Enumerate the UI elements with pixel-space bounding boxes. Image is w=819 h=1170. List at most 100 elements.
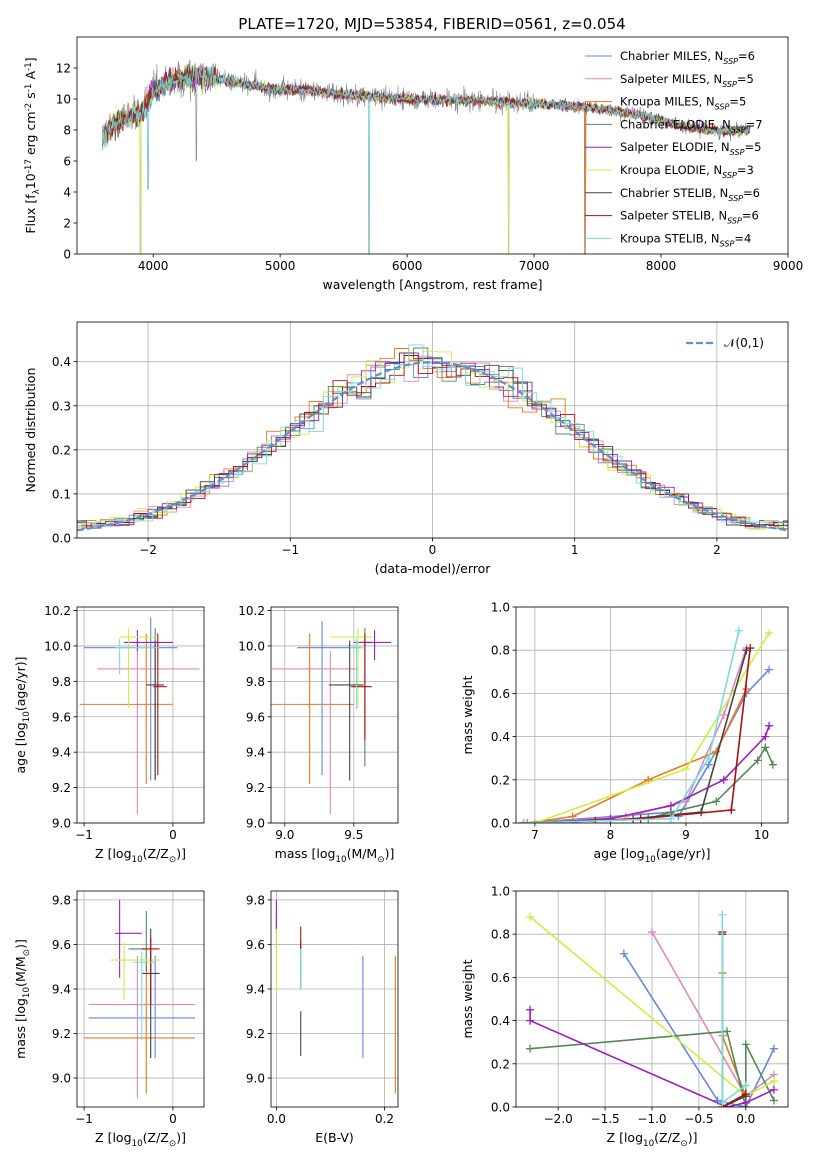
x-tick-label: 0	[429, 543, 437, 557]
x-tick-label: 9000	[773, 259, 804, 273]
y-tick-label: 0.4	[52, 355, 71, 369]
mass-weight-line-8	[721, 932, 747, 1107]
mass-weight-marker	[741, 1040, 750, 1049]
x-tick-label: 7000	[519, 259, 550, 273]
mass-weight-marker	[734, 626, 743, 635]
mass-weight-line-1	[623, 953, 775, 1107]
y-tick-label: 10.0	[238, 639, 265, 653]
axes-frame	[515, 890, 789, 1108]
residual-histogram-panel: −2 −1 0 1 2 0.0 0.1 0.2 0.3 0.4 (data-model)/error…	[23, 321, 789, 576]
mass-weight-marker	[765, 721, 774, 730]
x-tick-label: −2	[139, 543, 157, 557]
y-tick-label: 6	[63, 155, 71, 169]
mass-weight-marker	[666, 814, 675, 823]
mass-weight-line-4	[530, 1030, 775, 1107]
x-tick-label: 6000	[392, 259, 423, 273]
axes-frame	[76, 890, 205, 1108]
plot-area	[519, 626, 777, 823]
x-tick-label: 0.0	[267, 1112, 286, 1126]
mass-weight-marker	[712, 747, 721, 756]
spectrum-legend: Chabrier MILES, NSSP=6 Salpeter MILES, NS…	[585, 49, 763, 248]
x-tick-label: −1	[75, 1112, 93, 1126]
y-tick-label: 0.6	[491, 687, 510, 701]
y-tick-label: 10.0	[44, 639, 71, 653]
plot-area	[79, 617, 200, 815]
mass-weight-marker	[769, 1096, 778, 1105]
model-spectrum-9	[102, 62, 751, 254]
mass-weight-marker	[769, 1085, 778, 1094]
mass-weight-marker	[666, 801, 675, 810]
mass-weight-marker	[761, 732, 770, 741]
y-tick-label: 9.8	[52, 893, 71, 907]
mass-weight-marker	[648, 928, 656, 937]
y-tick-label: 0.2	[491, 1057, 510, 1071]
x-tick-label: −1.0	[637, 1112, 666, 1126]
x-tick-label: 1	[571, 543, 579, 557]
mass-weight-marker	[682, 765, 690, 773]
mass-vs-metallicity-panel: −1 0 9.0 9.2 9.4 9.6 9.8 Z [log10(Z/Z⊙)] mass [l…	[13, 890, 205, 1149]
legend-label: Kroupa MILES, NSSP=5	[620, 95, 746, 112]
y-tick-label: 0.0	[52, 532, 71, 546]
mass-vs-extinction-panel: 0.0 0.2 9.0 9.2 9.4 9.6 9.8 E(B-V)	[246, 890, 399, 1145]
x-axis-label: Z [log10(Z/Z⊙)]	[95, 1130, 186, 1149]
y-tick-label: 9.6	[52, 938, 71, 952]
y-tick-label: 1.0	[491, 885, 510, 899]
residual-histogram-2	[77, 355, 788, 529]
x-axis-label: age [log10(age/yr)]	[593, 846, 710, 865]
mass-weight-marker	[526, 1044, 535, 1053]
y-tick-label: 8	[63, 124, 71, 138]
axes-frame	[76, 321, 789, 539]
mass-weight-marker	[761, 743, 770, 752]
x-tick-label: −1	[75, 828, 93, 842]
plot-area	[77, 344, 788, 532]
y-tick-label: 9.4	[52, 746, 71, 760]
y-axis-label: Flux [fλ10-17 erg cm-2 s-1 A-1]	[23, 57, 42, 233]
y-tick-label: 9.2	[246, 1027, 265, 1041]
mass-weight-marker	[741, 1090, 750, 1099]
x-axis-label: E(B-V)	[315, 1130, 354, 1145]
mass-weight-vs-metallicity-panel: −2.0 −1.5 −1.0 −0.5 0.0 0.0 0.2 0.4 0.6 0.8 1.0 Z […	[460, 885, 789, 1149]
x-tick-label: 9.5	[344, 828, 363, 842]
figure-title: PLATE=1720, MJD=53854, FIBERID=0561, z=0…	[238, 15, 625, 33]
y-tick-label: 9.0	[52, 817, 71, 831]
y-tick-label: 9.6	[246, 938, 265, 952]
mass-weight-marker	[636, 814, 645, 823]
axes-frame	[76, 36, 789, 255]
x-axis-label: Z [log10(Z/Z⊙)]	[95, 846, 186, 865]
age-vs-mass-panel: 9.0 9.5 9.0 9.2 9.4 9.6 9.8 10.0 10.2 mass [log10…	[238, 604, 399, 865]
y-tick-label: 9.8	[246, 893, 265, 907]
y-tick-label: 0.2	[52, 443, 71, 457]
y-tick-label: 9.0	[52, 1072, 71, 1086]
x-tick-label: 4000	[138, 259, 169, 273]
y-tick-label: 0	[63, 248, 71, 262]
legend-label: Salpeter ELODIE, NSSP=5	[620, 140, 761, 157]
mass-weight-marker	[765, 665, 774, 674]
y-axis-label: mass [log10(M/M⊙)]	[13, 939, 32, 1059]
x-tick-label: 8000	[646, 259, 677, 273]
y-tick-label: 0.0	[491, 1101, 510, 1115]
y-axis-label: age [log10(age/yr)]	[13, 656, 32, 773]
y-tick-label: 0.8	[491, 644, 510, 658]
x-axis-label: wavelength [Angstrom, rest frame]	[322, 277, 542, 292]
y-tick-label: 0.0	[491, 817, 510, 831]
y-tick-label: 4	[63, 186, 71, 200]
y-tick-label: 9.4	[52, 982, 71, 996]
gaussian-reference-curve	[77, 360, 788, 532]
mass-weight-marker	[519, 819, 528, 823]
y-tick-label: 0.8	[491, 928, 510, 942]
x-tick-label: −1	[281, 543, 299, 557]
mass-weight-marker	[727, 806, 736, 815]
y-tick-label: 0.2	[491, 773, 510, 787]
y-tick-label: 12	[56, 62, 71, 76]
y-axis-label: mass weight	[460, 675, 475, 754]
x-tick-label: 5000	[265, 259, 296, 273]
mass-weight-line-5	[534, 725, 770, 823]
x-tick-label: 2	[713, 543, 721, 557]
plot-area	[102, 59, 751, 254]
mass-weight-marker	[719, 775, 728, 784]
y-tick-label: 9.8	[246, 675, 265, 689]
legend-label: 𝒩(0,1)	[724, 336, 764, 350]
mass-weight-marker	[704, 754, 713, 763]
mass-weight-marker	[526, 912, 535, 921]
